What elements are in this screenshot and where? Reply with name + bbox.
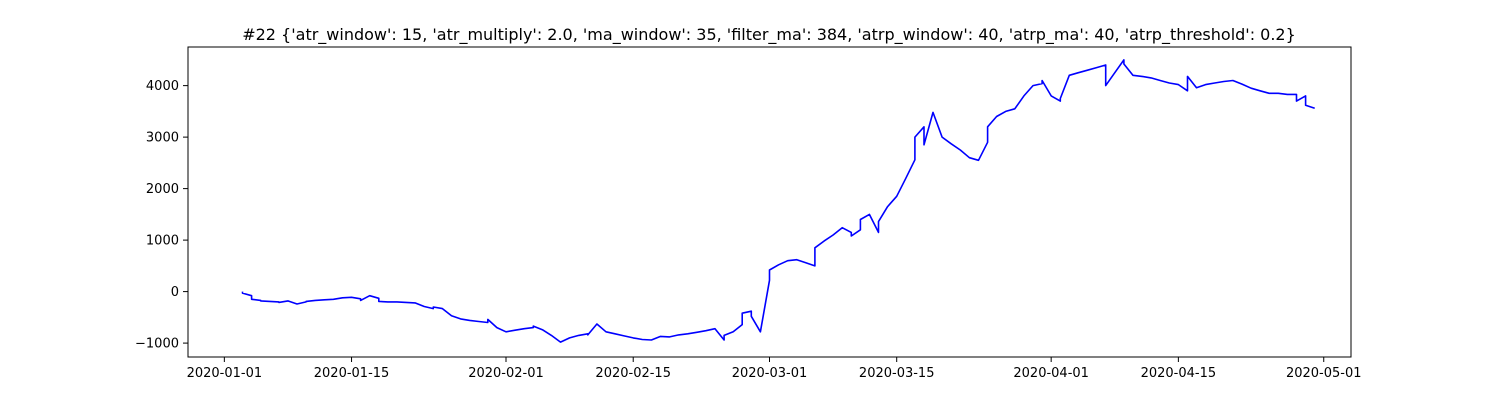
plot-area: 2020-01-01 2020-01-15 2020-02-01 2020-02-15… <box>135 46 1362 381</box>
y-tick-label: 3000 <box>146 131 179 146</box>
x-tick-label: 2020-02-01 <box>468 366 544 381</box>
x-tick-label: 2020-02-15 <box>595 366 671 381</box>
y-tick-label: 1000 <box>146 234 179 249</box>
x-axis: 2020-01-01 2020-01-15 2020-02-01 2020-02-15… <box>187 357 1362 381</box>
y-tick-label: 4000 <box>146 79 179 94</box>
plot-frame <box>187 46 1352 358</box>
x-tick-label: 2020-01-01 <box>187 366 263 381</box>
x-tick-label: 2020-05-01 <box>1286 366 1362 381</box>
series-line <box>241 59 1315 343</box>
y-axis: −1000 0 1000 2000 3000 4000 <box>135 79 188 352</box>
x-tick-label: 2020-04-15 <box>1141 366 1217 381</box>
y-tick-label: −1000 <box>135 337 179 352</box>
x-tick-label: 2020-04-01 <box>1013 366 1089 381</box>
x-tick-label: 2020-03-15 <box>859 366 935 381</box>
chart-title: #22 {'atr_window': 15, 'atr_multiply': 2… <box>242 25 1296 45</box>
x-tick-label: 2020-01-15 <box>314 366 390 381</box>
series-layer <box>241 59 1315 343</box>
x-tick-label: 2020-03-01 <box>732 366 808 381</box>
y-tick-label: 0 <box>171 285 179 300</box>
y-tick-label: 2000 <box>146 182 179 197</box>
